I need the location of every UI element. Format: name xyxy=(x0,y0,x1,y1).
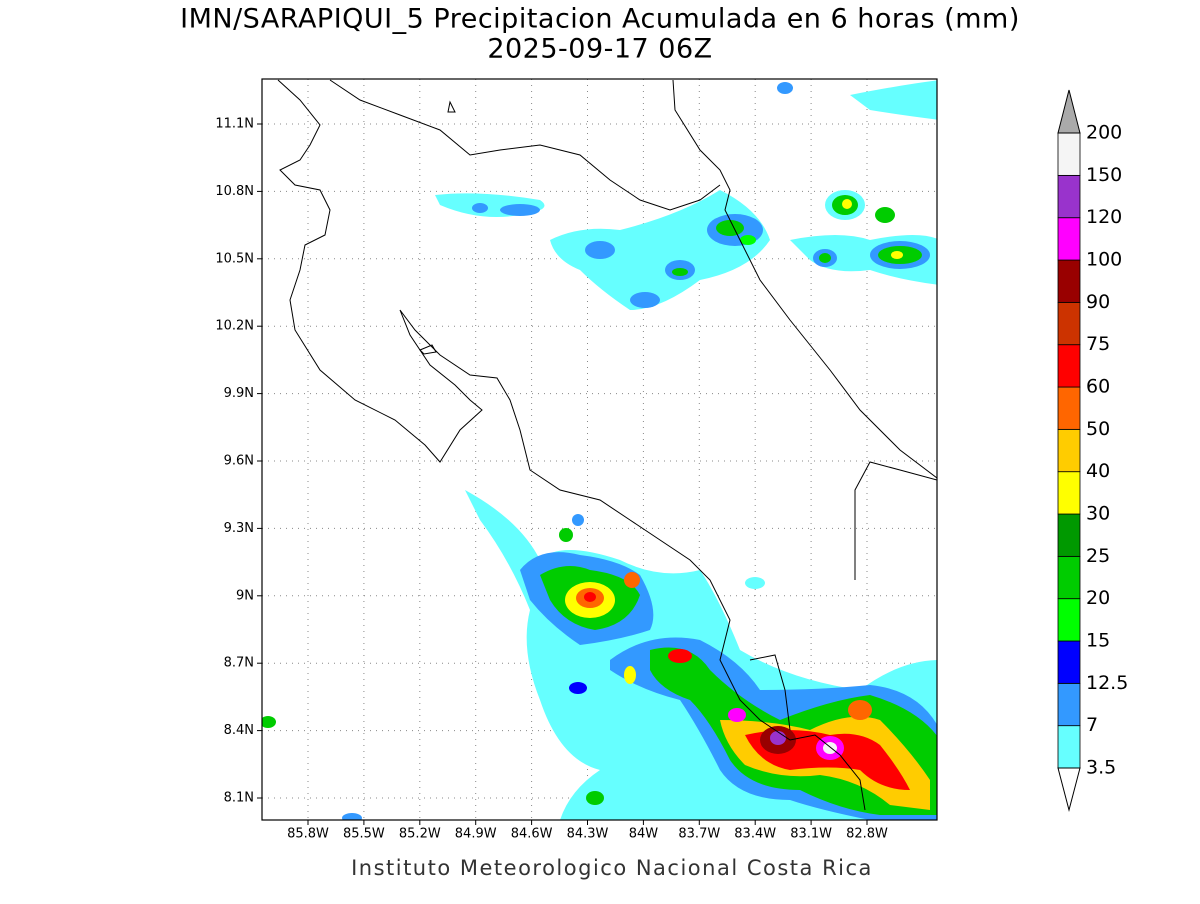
rain-area xyxy=(823,742,837,754)
lat-label: 9.9N xyxy=(224,386,254,401)
colorbar-label: 60 xyxy=(1086,376,1110,398)
colorbar-segment xyxy=(1057,132,1081,176)
colorbar-segment xyxy=(1057,555,1081,600)
lon-label: 85.5W xyxy=(343,827,385,842)
rain-area xyxy=(586,791,604,805)
lat-label: 9.3N xyxy=(224,521,254,536)
footer: Instituto Meteorologico Nacional Costa R… xyxy=(351,856,873,880)
lon-label: 83.4W xyxy=(734,827,776,842)
colorbar-label: 120 xyxy=(1086,206,1122,228)
lat-label: 8.1N xyxy=(224,791,254,806)
lon-label: 84.9W xyxy=(455,827,497,842)
rain-area xyxy=(777,82,793,94)
border xyxy=(329,79,721,211)
rain-area xyxy=(842,199,852,209)
colorbar-segment xyxy=(1057,682,1081,727)
rain-area xyxy=(342,813,362,820)
colorbar-segment xyxy=(1057,471,1081,515)
lat-label: 11.1N xyxy=(215,117,254,132)
lon-label: 83.1W xyxy=(790,827,832,842)
colorbar-segment xyxy=(1057,259,1081,303)
lon-label: 84.3W xyxy=(567,827,609,842)
rain-area xyxy=(728,708,746,722)
lon-label: 83.7W xyxy=(678,827,720,842)
rain-area xyxy=(848,700,872,720)
colorbar-under xyxy=(1057,767,1081,812)
colorbar-segment xyxy=(1057,217,1081,261)
lat-label: 9.6N xyxy=(224,454,254,469)
rain-area xyxy=(875,207,895,223)
rain-area xyxy=(584,592,596,602)
lat-label: 10.5N xyxy=(215,251,254,266)
colorbar-label: 25 xyxy=(1086,545,1110,567)
rain-area xyxy=(672,268,688,276)
lon-label: 85.8W xyxy=(287,827,329,842)
colorbar-label: 3.5 xyxy=(1086,757,1116,779)
colorbar-label: 30 xyxy=(1086,503,1110,525)
colorbar-segment xyxy=(1057,725,1081,769)
lon-label: 84W xyxy=(629,827,659,842)
rain-area xyxy=(472,203,488,213)
island xyxy=(419,344,437,355)
coastlines xyxy=(277,79,937,811)
rain-area xyxy=(850,80,937,120)
colorbar-label: 20 xyxy=(1086,587,1110,609)
lat-label: 8.7N xyxy=(224,656,254,671)
title: IMN/SARAPIQUI_5 Precipitacion Acumulada … xyxy=(180,4,1020,35)
lon-label: 85.2W xyxy=(399,827,441,842)
colorbar-over xyxy=(1057,89,1081,134)
lon-label: 84.6W xyxy=(511,827,553,842)
colorbar-label: 150 xyxy=(1086,164,1122,186)
colorbar-label: 50 xyxy=(1086,418,1110,440)
island xyxy=(447,100,456,113)
lon-label: 82.8W xyxy=(846,827,888,842)
colorbar-label: 7 xyxy=(1086,714,1098,736)
lat-label: 9N xyxy=(236,588,254,603)
rain-area xyxy=(770,731,786,745)
colorbar-segment xyxy=(1057,174,1081,219)
rain-area xyxy=(668,649,692,663)
rain-area xyxy=(500,204,540,216)
rain-area xyxy=(740,235,756,245)
lat-label: 10.8N xyxy=(215,184,254,199)
rain-area xyxy=(891,251,903,259)
colorbar-segment xyxy=(1057,513,1081,557)
rain-area xyxy=(630,292,660,308)
rain-area xyxy=(624,572,640,588)
border xyxy=(854,461,937,580)
colorbar-label: 12.5 xyxy=(1086,672,1128,694)
caribbean-coast xyxy=(672,79,937,479)
colorbar-label: 15 xyxy=(1086,630,1110,652)
colorbar-segment xyxy=(1057,640,1081,684)
lat-label: 10.2N xyxy=(215,319,254,334)
rain-area xyxy=(745,577,765,589)
colorbar-label: 90 xyxy=(1086,291,1110,313)
map-frame xyxy=(261,78,938,821)
rain-area xyxy=(819,253,831,263)
border xyxy=(749,654,791,731)
colorbar-segment xyxy=(1057,301,1081,346)
colorbar-segment xyxy=(1057,386,1081,430)
colorbar-label: 200 xyxy=(1086,122,1122,144)
colorbar-label: 75 xyxy=(1086,333,1110,355)
axes: 11.1N 10.8N 10.5N 10.2N 9.9N 9.6N 9.3N 9N 8.7N 8.… xyxy=(215,117,888,842)
rain-area xyxy=(585,241,615,259)
rain-area xyxy=(572,514,584,526)
colorbar-label: 100 xyxy=(1086,249,1122,271)
rain-area xyxy=(559,528,573,542)
rain-area xyxy=(569,682,587,694)
colorbar: 3.5 7 12.5 15 20 25 30 40 50 60 75 90 100 120 150 200 xyxy=(1057,89,1128,812)
rain-area xyxy=(262,716,276,728)
colorbar-segment xyxy=(1057,344,1081,388)
rain-area xyxy=(624,666,636,684)
colorbar-label: 40 xyxy=(1086,460,1110,482)
rain-area xyxy=(716,220,744,236)
colorbar-segment xyxy=(1057,598,1081,642)
subtitle: 2025-09-17 06Z xyxy=(487,34,712,65)
colorbar-segment xyxy=(1057,428,1081,473)
lat-label: 8.4N xyxy=(224,723,254,738)
